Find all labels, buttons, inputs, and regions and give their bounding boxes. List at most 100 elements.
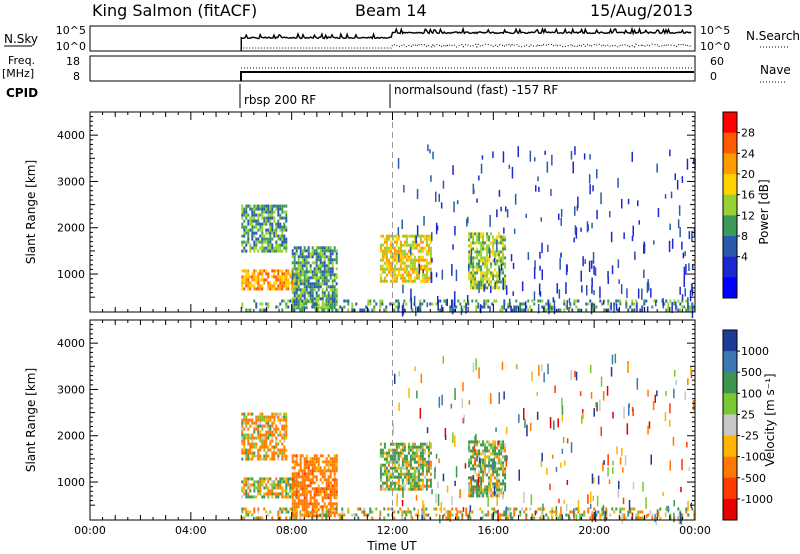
echo-cell	[281, 424, 284, 428]
echo-cell	[393, 255, 396, 259]
echo-cell	[335, 496, 338, 500]
echo-cell	[472, 259, 475, 263]
echo-cell	[323, 246, 326, 250]
echo-cell	[504, 280, 507, 284]
echo-cell	[397, 478, 400, 482]
echo-cell	[500, 446, 503, 450]
echo-cell	[281, 480, 284, 484]
echo-cell	[257, 457, 260, 461]
echo-cell	[395, 451, 398, 455]
echo-cell	[331, 463, 334, 467]
echo-cell	[253, 284, 256, 288]
echo-cell	[482, 440, 485, 444]
echo-cell	[313, 285, 316, 289]
echo-cell	[476, 455, 479, 459]
echo-cell	[413, 451, 416, 455]
echo-cell	[249, 275, 252, 279]
echo-cell	[593, 507, 596, 511]
echo-cell	[277, 272, 280, 276]
echo-cell	[496, 488, 499, 492]
echo-cell	[488, 280, 491, 284]
echo-cell	[241, 281, 244, 285]
echo-cell	[299, 481, 302, 485]
echo-cell	[249, 246, 252, 250]
echo-cell	[490, 393, 492, 405]
echo-cell	[592, 185, 594, 192]
echo-cell	[487, 510, 490, 514]
echo-cell	[421, 445, 424, 449]
echo-cell	[383, 469, 386, 473]
echo-cell	[467, 302, 470, 306]
echo-cell	[662, 298, 664, 306]
echo-cell	[325, 481, 328, 485]
echo-cell	[490, 473, 493, 477]
echo-cell	[419, 463, 422, 467]
echo-cell	[639, 308, 642, 312]
echo-cell	[245, 225, 248, 229]
echo-cell	[484, 443, 487, 447]
echo-cell	[502, 250, 505, 254]
echo-cell	[323, 487, 326, 491]
echo-cell	[291, 493, 294, 497]
echo-cell	[395, 454, 398, 458]
echo-cell	[291, 496, 294, 500]
echo-cell	[425, 279, 428, 283]
echo-cell	[305, 493, 308, 497]
echo-cell	[333, 305, 336, 309]
echo-cell	[241, 213, 244, 217]
echo-cell	[333, 457, 336, 461]
echo-cell	[275, 415, 278, 419]
echo-cell	[416, 225, 419, 236]
echo-cell	[414, 366, 416, 372]
echo-cell	[311, 273, 314, 277]
echo-cell	[411, 487, 414, 491]
echo-cell	[275, 275, 278, 279]
echo-cell	[297, 484, 300, 488]
echo-cell	[265, 210, 268, 214]
echo-cell	[329, 285, 332, 289]
echo-cell	[430, 175, 432, 182]
echo-cell	[543, 516, 546, 520]
echo-cell	[439, 507, 442, 511]
echo-cell	[265, 219, 268, 223]
echo-cell	[257, 204, 260, 208]
echo-cell	[480, 274, 483, 278]
echo-cell	[313, 300, 316, 304]
echo-cell	[263, 442, 266, 446]
echo-cell	[401, 500, 404, 507]
echo-cell	[680, 486, 682, 493]
echo-cell	[323, 291, 326, 295]
echo-cell	[245, 415, 248, 419]
echo-cell	[257, 228, 260, 232]
echo-cell	[339, 305, 342, 309]
echo-cell	[397, 481, 400, 485]
echo-cell	[442, 473, 445, 482]
echo-cell	[271, 225, 274, 229]
echo-cell	[393, 249, 396, 253]
nave-tick-top: 60	[710, 55, 724, 68]
echo-cell	[425, 276, 428, 280]
echo-cell	[397, 466, 400, 470]
echo-cell	[285, 302, 288, 306]
echo-cell	[361, 510, 364, 514]
echo-cell	[261, 204, 264, 208]
echo-cell	[525, 213, 527, 218]
echo-cell	[470, 461, 473, 465]
echo-cell	[482, 271, 485, 275]
echo-cell	[255, 219, 258, 223]
echo-cell	[321, 252, 324, 256]
y-tick-label: 2000	[57, 222, 85, 235]
echo-cell	[415, 258, 418, 262]
echo-cell	[686, 158, 689, 170]
echo-cell	[478, 464, 481, 468]
echo-cell	[401, 478, 404, 482]
echo-cell	[401, 255, 404, 259]
echo-cell	[315, 478, 318, 482]
echo-cell	[269, 427, 272, 431]
echo-cell	[331, 267, 334, 271]
echo-cell	[311, 472, 314, 476]
echo-cell	[315, 255, 318, 259]
echo-cell	[379, 279, 382, 283]
echo-cell	[297, 276, 300, 280]
echo-cell	[603, 459, 605, 465]
